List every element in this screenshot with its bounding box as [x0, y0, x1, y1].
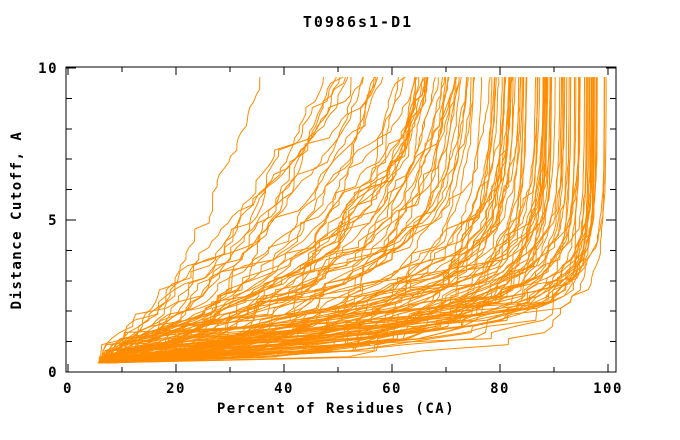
- y-tick-label: 10: [38, 61, 58, 77]
- model-curve: [106, 77, 590, 364]
- model-curve: [101, 76, 364, 364]
- model-curve: [108, 76, 346, 363]
- model-curve: [111, 76, 450, 363]
- x-tick-label: 40: [274, 381, 294, 397]
- model-curve: [102, 77, 510, 364]
- model-curve: [110, 76, 426, 363]
- model-curve: [110, 76, 418, 364]
- model-curve: [111, 77, 261, 364]
- model-curve: [102, 77, 581, 364]
- model-curve: [105, 77, 472, 364]
- model-curve: [111, 77, 597, 364]
- model-curve: [98, 77, 428, 363]
- model-curve: [102, 77, 607, 364]
- model-curve: [101, 77, 483, 364]
- model-curve: [98, 76, 384, 364]
- model-curve: [98, 77, 491, 364]
- model-curve: [98, 77, 514, 364]
- x-tick-label: 60: [382, 381, 402, 397]
- model-curve: [105, 77, 352, 363]
- model-curve: [103, 77, 324, 363]
- model-curve: [98, 77, 562, 364]
- x-tick-label: 100: [593, 381, 623, 397]
- model-curve: [101, 76, 458, 364]
- model-curve: [104, 77, 585, 364]
- x-tick-label: 80: [490, 381, 510, 397]
- model-curve: [110, 77, 539, 364]
- y-tick-label: 5: [48, 213, 58, 229]
- model-curve: [101, 77, 561, 364]
- model-curve: [100, 77, 439, 364]
- model-curve: [103, 77, 495, 364]
- x-tick-label: 20: [166, 381, 186, 397]
- model-curve: [102, 76, 337, 363]
- model-curve: [112, 77, 375, 364]
- model-curve: [100, 77, 512, 364]
- model-curve: [110, 77, 506, 364]
- model-curve: [100, 77, 541, 364]
- model-curve: [111, 77, 364, 363]
- chart-title: T0986s1-D1: [302, 13, 414, 31]
- model-curve: [102, 77, 462, 364]
- model-curve: [107, 77, 416, 364]
- model-curve: [107, 76, 436, 364]
- model-curve: [103, 77, 428, 364]
- model-curve: [112, 76, 429, 364]
- model-curve: [103, 77, 528, 364]
- model-curve: [98, 77, 426, 363]
- model-curve: [113, 77, 426, 364]
- model-curve: [98, 77, 593, 364]
- model-curve: [111, 77, 377, 363]
- model-curve: [112, 77, 524, 364]
- model-curve: [98, 77, 469, 364]
- model-curve: [97, 77, 449, 364]
- model-curve: [105, 76, 349, 364]
- model-curve: [104, 77, 594, 364]
- y-tick-label: 0: [48, 365, 58, 381]
- x-axis-label: Percent of Residues (CA): [216, 401, 456, 417]
- model-curve: [106, 76, 406, 364]
- model-curve: [105, 77, 605, 364]
- model-curve: [112, 77, 551, 364]
- model-curve: [105, 77, 570, 364]
- model-curve: [97, 77, 598, 364]
- model-curve: [111, 77, 544, 364]
- model-curve: [102, 77, 511, 364]
- x-tick-label: 0: [63, 381, 73, 397]
- model-curve: [105, 77, 460, 364]
- model-curves: [97, 76, 607, 364]
